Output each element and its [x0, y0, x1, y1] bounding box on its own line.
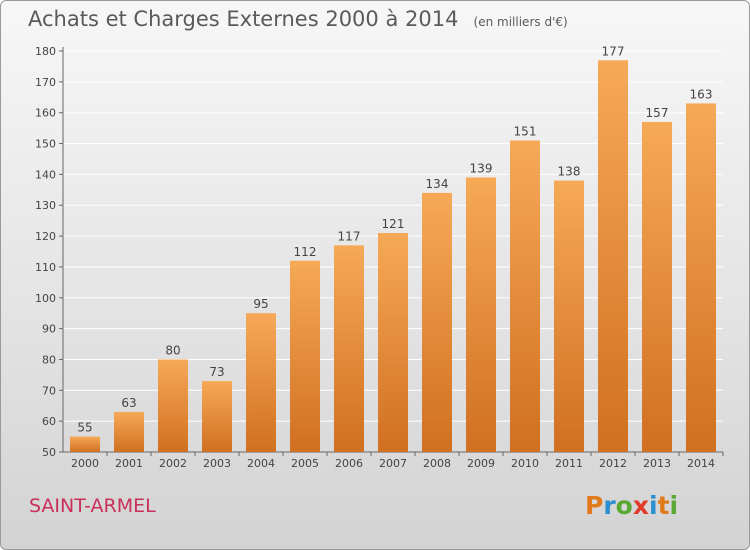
logo-letter: t — [657, 491, 670, 520]
value-label: 80 — [165, 343, 180, 357]
x-tick-label: 2004 — [247, 457, 275, 470]
y-tick-label: 180 — [35, 45, 56, 58]
value-label: 134 — [426, 177, 449, 191]
bar — [158, 359, 188, 452]
logo-letter: P — [585, 491, 604, 520]
value-label: 121 — [382, 217, 405, 231]
y-tick-label: 120 — [35, 230, 56, 243]
x-tick-label: 2007 — [379, 457, 407, 470]
y-tick-label: 100 — [35, 292, 56, 305]
value-label: 63 — [121, 396, 136, 410]
value-label: 55 — [77, 421, 92, 435]
bar — [378, 232, 408, 452]
chart-subtitle: (en milliers d'€) — [473, 15, 568, 29]
bar — [334, 245, 364, 452]
y-tick-label: 170 — [35, 76, 56, 89]
x-tick-label: 2012 — [599, 457, 627, 470]
y-tick-label: 160 — [35, 107, 56, 120]
y-tick-label: 60 — [42, 415, 56, 428]
bar — [422, 192, 452, 452]
value-label: 112 — [294, 245, 317, 259]
x-tick-label: 2011 — [555, 457, 583, 470]
commune-name: SAINT-ARMEL — [29, 495, 156, 517]
x-tick-label: 2002 — [159, 457, 187, 470]
bar — [510, 140, 540, 452]
value-label: 163 — [690, 87, 713, 101]
y-tick-label: 80 — [42, 353, 56, 366]
y-tick-label: 90 — [42, 323, 56, 336]
x-tick-label: 2001 — [115, 457, 143, 470]
bar — [642, 121, 672, 452]
y-tick-label: 110 — [35, 261, 56, 274]
value-label: 177 — [602, 44, 625, 58]
bar — [686, 103, 716, 452]
logo-letter: i — [649, 491, 658, 520]
bar — [290, 260, 320, 452]
x-tick-label: 2005 — [291, 457, 319, 470]
value-label: 73 — [209, 365, 224, 379]
x-tick-label: 2014 — [687, 457, 715, 470]
bar — [70, 436, 100, 452]
y-tick-label: 70 — [42, 384, 56, 397]
bar — [598, 60, 628, 452]
bar — [202, 381, 232, 452]
y-tick-label: 130 — [35, 199, 56, 212]
logo-letter: r — [603, 491, 616, 520]
x-tick-label: 2008 — [423, 457, 451, 470]
chart-title: Achats et Charges Externes 2000 à 2014 — [28, 7, 459, 31]
logo-letter: i — [669, 491, 679, 520]
x-tick-label: 2009 — [467, 457, 495, 470]
value-label: 157 — [646, 106, 669, 120]
x-tick-label: 2006 — [335, 457, 363, 470]
x-tick-label: 2000 — [71, 457, 99, 470]
value-label: 117 — [338, 229, 361, 243]
bar — [466, 177, 496, 452]
proxiti-logo: Proxiti — [585, 491, 678, 520]
value-label: 95 — [253, 297, 268, 311]
y-tick-label: 50 — [42, 446, 56, 459]
logo-letter: o — [615, 491, 633, 520]
value-label: 138 — [558, 165, 581, 179]
x-tick-label: 2013 — [643, 457, 671, 470]
y-tick-label: 150 — [35, 138, 56, 151]
y-tick-label: 140 — [35, 168, 56, 181]
bar — [114, 411, 144, 452]
title-row: Achats et Charges Externes 2000 à 2014 (… — [28, 7, 568, 31]
logo-letter: x — [632, 491, 649, 520]
x-tick-label: 2003 — [203, 457, 231, 470]
x-tick-label: 2010 — [511, 457, 539, 470]
bar — [246, 313, 276, 452]
value-label: 139 — [470, 161, 493, 175]
value-label: 151 — [514, 124, 537, 138]
bar — [554, 180, 584, 453]
